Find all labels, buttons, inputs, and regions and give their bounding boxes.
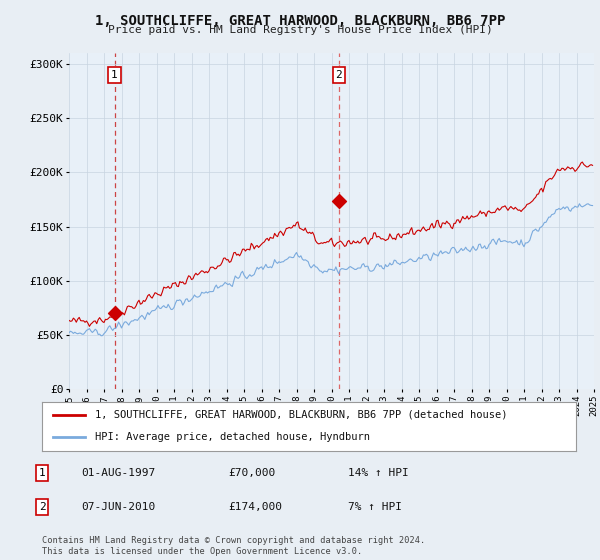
Text: 2: 2: [335, 70, 342, 80]
Text: 1: 1: [38, 468, 46, 478]
Text: 01-AUG-1997: 01-AUG-1997: [81, 468, 155, 478]
Text: HPI: Average price, detached house, Hyndburn: HPI: Average price, detached house, Hynd…: [95, 432, 370, 442]
Text: Contains HM Land Registry data © Crown copyright and database right 2024.
This d: Contains HM Land Registry data © Crown c…: [42, 536, 425, 556]
Text: 1: 1: [111, 70, 118, 80]
Text: 7% ↑ HPI: 7% ↑ HPI: [348, 502, 402, 512]
Text: 1, SOUTHCLIFFE, GREAT HARWOOD, BLACKBURN, BB6 7PP (detached house): 1, SOUTHCLIFFE, GREAT HARWOOD, BLACKBURN…: [95, 410, 508, 420]
Text: 07-JUN-2010: 07-JUN-2010: [81, 502, 155, 512]
Text: 1, SOUTHCLIFFE, GREAT HARWOOD, BLACKBURN, BB6 7PP: 1, SOUTHCLIFFE, GREAT HARWOOD, BLACKBURN…: [95, 14, 505, 28]
Text: £174,000: £174,000: [228, 502, 282, 512]
Text: Price paid vs. HM Land Registry's House Price Index (HPI): Price paid vs. HM Land Registry's House …: [107, 25, 493, 35]
Point: [334, 196, 344, 205]
Text: 14% ↑ HPI: 14% ↑ HPI: [348, 468, 409, 478]
Point: [110, 309, 119, 318]
Text: £70,000: £70,000: [228, 468, 275, 478]
Text: 2: 2: [38, 502, 46, 512]
